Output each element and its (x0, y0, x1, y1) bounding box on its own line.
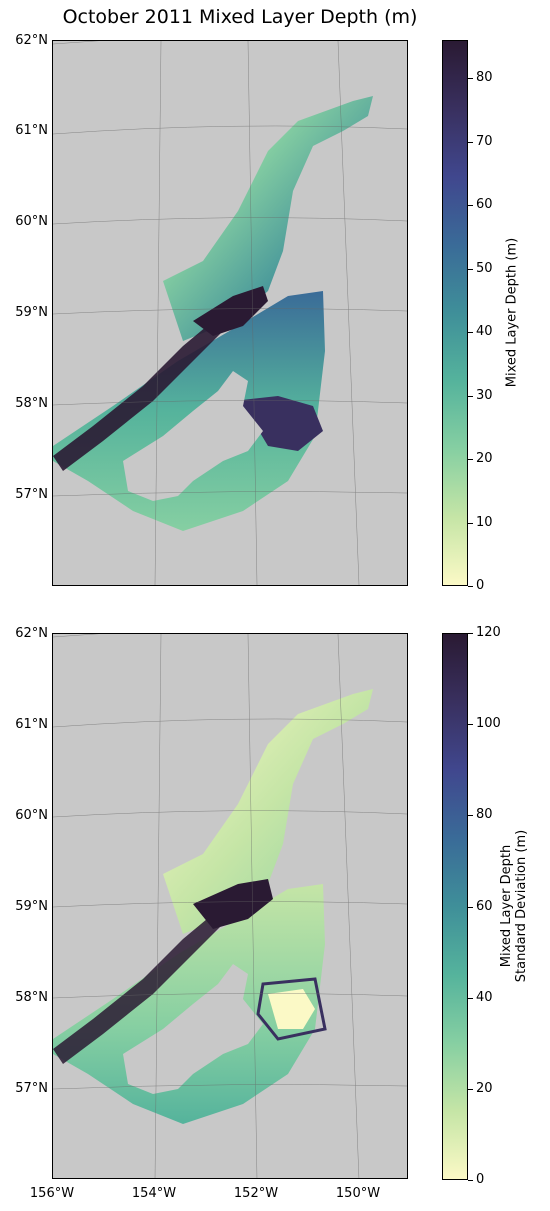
lon-label: 150°W (335, 1186, 381, 1201)
colorbar-tick-label: 20 (476, 1080, 493, 1096)
lon-label: 152°W (233, 1186, 279, 1201)
colorbar-tick-label: 0 (476, 1172, 485, 1187)
ocean-field (53, 291, 325, 531)
colorbar-tick-mark (468, 332, 473, 334)
lat-label: 59°N (15, 899, 48, 914)
colorbar-tick-label: 120 (476, 625, 501, 640)
lat-label: 62°N (15, 626, 48, 641)
lat-label: 62°N (15, 33, 48, 48)
colorbar-tick-mark (468, 141, 473, 143)
island (123, 371, 263, 501)
lat-label: 58°N (15, 990, 48, 1005)
lat-label: 61°N (15, 123, 48, 138)
colorbar-tick-mark (468, 633, 473, 634)
colorbar-tick-mark (468, 395, 473, 397)
colorbar-tick-mark (468, 1088, 473, 1090)
colorbar-tick-mark (468, 205, 473, 207)
colorbar-tick-label: 70 (476, 133, 493, 149)
colorbar-tick-mark (468, 906, 473, 908)
lon-label: 154°W (131, 1186, 177, 1201)
colorbar-tick-mark (468, 78, 473, 80)
colorbar-label-mld: Mixed Layer Depth (m) (504, 237, 520, 388)
colorbar-tick-label: 20 (476, 451, 493, 467)
colorbar-tick-mark (468, 724, 473, 726)
colorbar-tick-label: 60 (476, 197, 493, 213)
lon-label: 156°W (29, 1186, 75, 1201)
lat-label: 60°N (15, 808, 48, 823)
colorbar-tick-label: 100 (476, 716, 501, 732)
colorbar-tick-mark (468, 522, 473, 524)
colorbar-tick-mark (468, 459, 473, 461)
figure-title: October 2011 Mixed Layer Depth (m) (62, 6, 418, 28)
colorbar-mld (442, 40, 468, 586)
colorbar-tick-label: 50 (476, 260, 493, 276)
map-panel-mld-std-dev (52, 633, 408, 1179)
colorbar-tick-label: 0 (476, 578, 485, 593)
colorbar-tick-mark (468, 997, 473, 999)
lat-label: 58°N (15, 396, 48, 411)
colorbar-tick-mark (468, 586, 473, 587)
inlet-field (163, 96, 373, 341)
colorbar-tick-label: 10 (476, 514, 493, 530)
deep-channel (53, 301, 243, 471)
colorbar-mld-std (442, 633, 468, 1180)
colorbar-tick-mark (468, 268, 473, 270)
colorbar-tick-mark (468, 815, 473, 817)
lat-label: 57°N (15, 487, 48, 502)
lat-label: 59°N (15, 305, 48, 320)
colorbar-tick-label: 40 (476, 989, 493, 1005)
lat-label: 57°N (15, 1081, 48, 1096)
colorbar-tick-label: 80 (476, 70, 493, 86)
colorbar-tick-mark (468, 1180, 473, 1181)
colorbar-tick-label: 80 (476, 807, 493, 823)
colorbar-label-mld-std: Mixed Layer Depth Standard Deviation (m) (499, 829, 529, 983)
lat-label: 60°N (15, 214, 48, 229)
colorbar-tick-label: 40 (476, 324, 493, 340)
lat-label: 61°N (15, 717, 48, 732)
colorbar-tick-label: 30 (476, 387, 493, 403)
colorbar-tick-label: 60 (476, 898, 493, 914)
map-panel-mixed-layer-depth (52, 40, 408, 586)
